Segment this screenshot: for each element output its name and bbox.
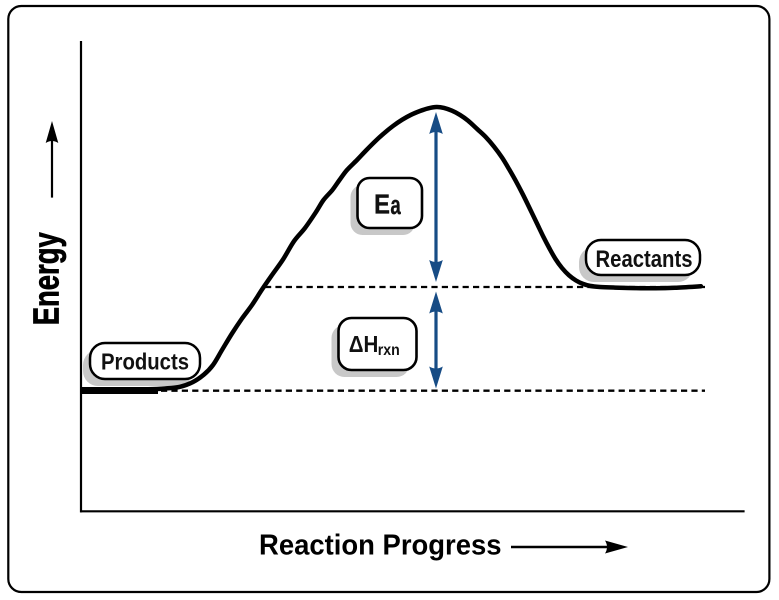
svg-text:Energy: Energy [26, 232, 67, 325]
svg-text:Reaction Progress: Reaction Progress [259, 530, 502, 562]
svg-text:a: a [390, 190, 401, 220]
svg-text:Reactants: Reactants [596, 246, 693, 273]
svg-text:E: E [374, 188, 390, 219]
svg-text:ΔH: ΔH [349, 331, 379, 357]
svg-text:Products: Products [101, 349, 189, 375]
svg-text:rxn: rxn [378, 342, 400, 359]
